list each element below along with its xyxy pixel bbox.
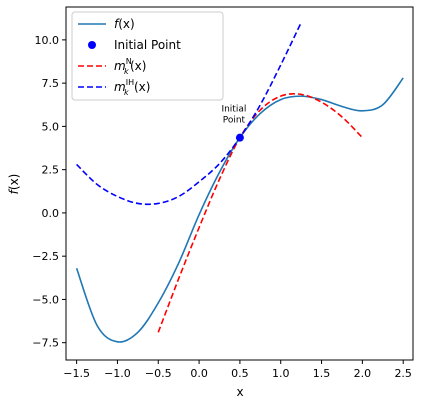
y-tick-label: 2.5	[42, 164, 60, 177]
legend-box	[71, 11, 224, 101]
y-tick-label: 5.0	[42, 120, 60, 133]
legend: f(x) Initial Point mN k(x) mIH k (x)	[71, 11, 224, 101]
newton-model-line	[157, 93, 363, 333]
y-tick-label: −7.5	[32, 337, 59, 350]
x-tick-label: 0.5	[231, 367, 249, 380]
x-tick-label: 2.5	[394, 367, 412, 380]
y-tick-label: −5.0	[32, 293, 59, 306]
y-tick-label: −2.5	[32, 250, 59, 263]
y-tick-label: 10.0	[35, 34, 60, 47]
x-tick-label: 2.0	[354, 367, 372, 380]
ih-model-line	[76, 22, 302, 206]
initial-point-marker	[235, 133, 244, 142]
legend-label: f(x)	[114, 17, 135, 31]
annotation-line-2: Point	[223, 116, 246, 126]
y-tick-label: 7.5	[42, 77, 60, 90]
x-axis-ticks: −1.5 −1.0 −0.5 0.0 0.5 1.0 1.5 2.0 2.5	[63, 360, 412, 380]
x-tick-label: −1.5	[63, 367, 90, 380]
x-tick-label: 1.0	[272, 367, 290, 380]
annotation-line-1: Initial	[221, 105, 246, 115]
legend-label: mN k(x)	[114, 57, 146, 76]
y-axis-ticks: −7.5 −5.0 −2.5 0.0 2.5 5.0 7.5 10.0	[32, 34, 66, 350]
x-axis-label: x	[236, 385, 243, 399]
y-tick-label: 0.0	[42, 207, 60, 220]
legend-label: mIH k (x)	[114, 78, 150, 97]
legend-label: Initial Point	[114, 38, 181, 52]
x-tick-label: −0.5	[145, 367, 172, 380]
plot-area	[75, 22, 404, 343]
x-tick-label: 1.5	[313, 367, 331, 380]
x-tick-label: 0.0	[190, 367, 208, 380]
x-tick-label: −1.0	[104, 367, 131, 380]
legend-swatch	[88, 41, 96, 49]
y-axis-label: f(x)	[7, 174, 21, 195]
